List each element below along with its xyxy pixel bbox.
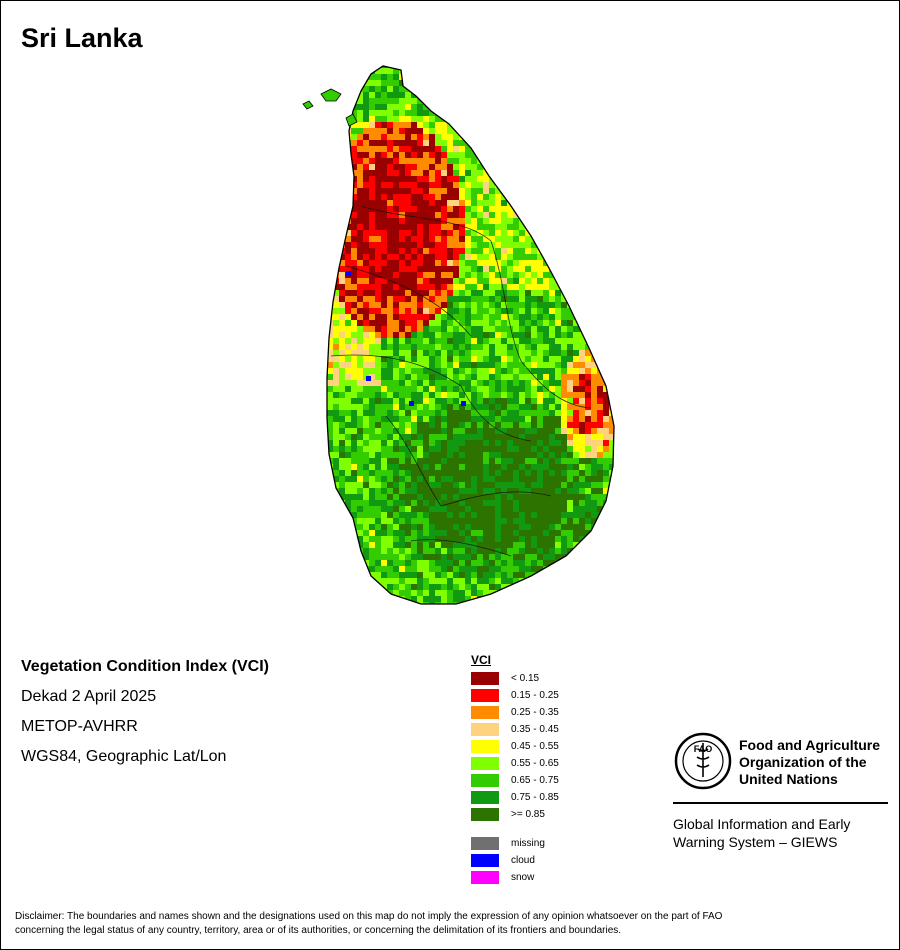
legend-swatch xyxy=(471,837,499,850)
legend-label: 0.25 - 0.35 xyxy=(511,707,559,718)
legend-class: 0.25 - 0.35 xyxy=(471,706,559,719)
legend-swatch xyxy=(471,808,499,821)
divider xyxy=(673,802,888,804)
legend-swatch xyxy=(471,774,499,787)
giews-name: Global Information and Early Warning Sys… xyxy=(673,815,893,851)
legend-class: >= 0.85 xyxy=(471,808,545,821)
legend-special: snow xyxy=(471,871,534,884)
legend-label: 0.75 - 0.85 xyxy=(511,792,559,803)
vci-map xyxy=(302,65,615,605)
disclaimer: Disclaimer: The boundaries and names sho… xyxy=(15,910,887,938)
legend-label: 0.55 - 0.65 xyxy=(511,758,559,769)
map-title: Sri Lanka xyxy=(21,23,143,53)
legend-label: 0.15 - 0.25 xyxy=(511,690,559,701)
legend-label: 0.65 - 0.75 xyxy=(511,775,559,786)
legend-class: 0.65 - 0.75 xyxy=(471,774,559,787)
legend-swatch xyxy=(471,706,499,719)
legend-class: 0.55 - 0.65 xyxy=(471,757,559,770)
legend-swatch xyxy=(471,757,499,770)
fao-logo: FAO xyxy=(674,732,732,790)
legend-special: missing xyxy=(471,837,545,850)
legend-swatch xyxy=(471,740,499,753)
disclaimer-line: concerning the legal status of any count… xyxy=(15,925,622,936)
legend-class: 0.75 - 0.85 xyxy=(471,791,559,804)
fao-name-line: Food and Agriculture xyxy=(739,737,881,753)
legend-swatch xyxy=(471,689,499,702)
projection-text: WGS84, Geographic Lat/Lon xyxy=(21,748,227,765)
legend-label: < 0.15 xyxy=(511,673,540,684)
legend-title: VCI xyxy=(471,653,492,667)
legend-class: 0.15 - 0.25 xyxy=(471,689,559,702)
legend-label: snow xyxy=(511,872,535,883)
legend-swatch xyxy=(471,672,499,685)
period-text: Dekad 2 April 2025 xyxy=(21,688,157,705)
legend-class: 0.45 - 0.55 xyxy=(471,740,559,753)
legend-swatch xyxy=(471,723,499,736)
legend-label: missing xyxy=(511,838,545,849)
index-name: Vegetation Condition Index (VCI) xyxy=(21,658,269,675)
legend-swatch xyxy=(471,791,499,804)
legend-label: 0.35 - 0.45 xyxy=(511,724,559,735)
legend-class: 0.35 - 0.45 xyxy=(471,723,559,736)
fao-name: Food and Agriculture Organization of the… xyxy=(739,737,889,788)
sensor-text: METOP-AVHRR xyxy=(21,718,138,735)
disclaimer-line: Disclaimer: The boundaries and names sho… xyxy=(15,911,723,922)
legend-label: cloud xyxy=(511,855,535,866)
legend-swatch xyxy=(471,854,499,867)
legend-class: < 0.15 xyxy=(471,672,539,685)
legend-label: >= 0.85 xyxy=(511,809,545,820)
fao-name-line: Organization of the xyxy=(739,754,867,770)
giews-line: Warning System – GIEWS xyxy=(673,834,838,850)
legend-label: 0.45 - 0.55 xyxy=(511,741,559,752)
fao-name-line: United Nations xyxy=(739,771,838,787)
legend-swatch xyxy=(471,871,499,884)
legend-special: cloud xyxy=(471,854,535,867)
giews-line: Global Information and Early xyxy=(673,816,851,832)
